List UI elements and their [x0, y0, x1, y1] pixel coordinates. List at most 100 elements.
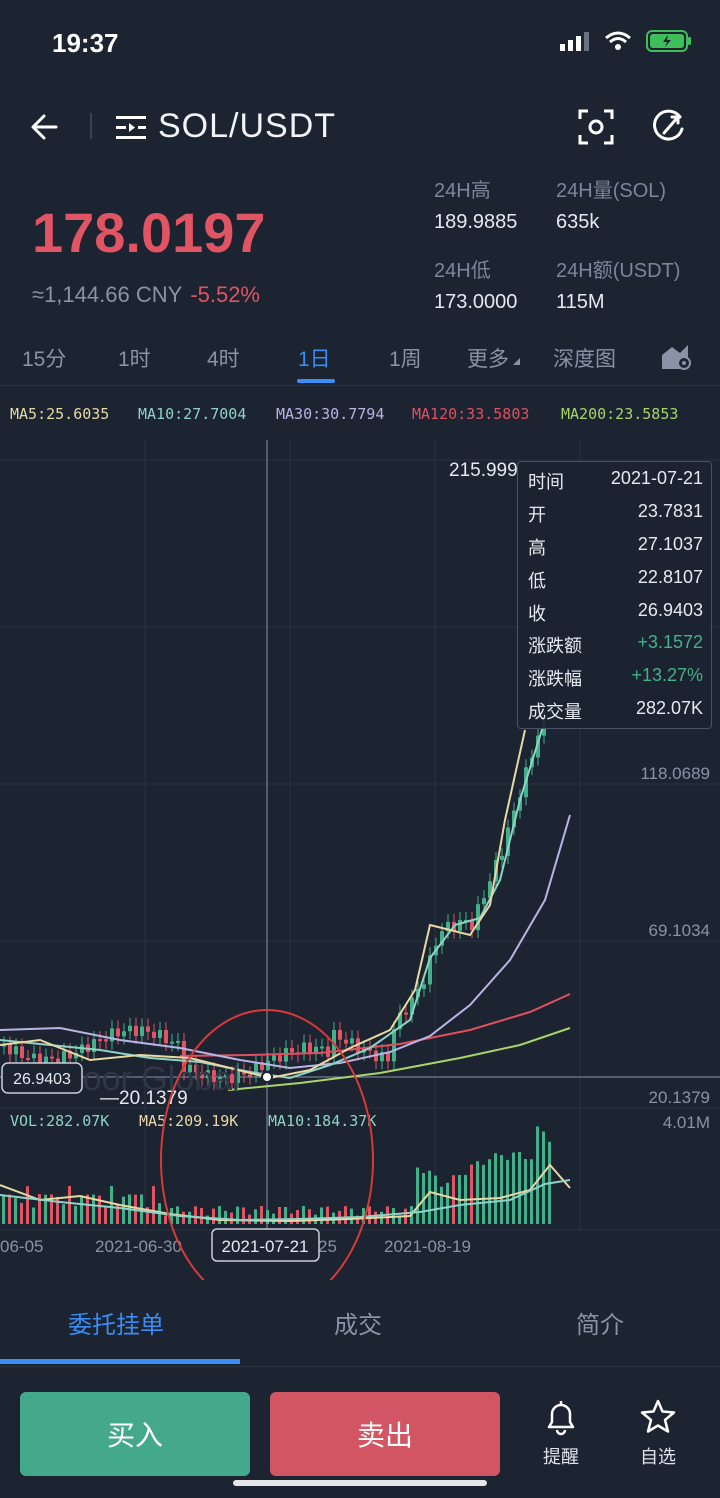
menu-icon[interactable]	[116, 115, 148, 141]
y-label-2: 69.1034	[649, 921, 710, 940]
volume-bar	[284, 1206, 287, 1224]
x-label-4: 2021-08-19	[384, 1237, 471, 1256]
volume-bar	[542, 1131, 545, 1224]
candle	[536, 735, 540, 758]
candle	[458, 920, 462, 931]
action-bar: 买入 卖出 提醒 自选	[0, 1367, 720, 1498]
sell-button[interactable]: 卖出	[270, 1392, 500, 1476]
candle	[470, 919, 474, 931]
candle	[482, 898, 486, 905]
chart-settings-icon[interactable]	[660, 341, 692, 371]
volume-bar	[188, 1211, 191, 1224]
pair-title[interactable]: SOL/USDT	[158, 107, 337, 145]
volume-bar	[56, 1196, 59, 1224]
candle	[152, 1031, 156, 1038]
status-bar: 19:37	[0, 0, 720, 90]
candle	[92, 1039, 96, 1053]
volume-bar	[536, 1126, 539, 1224]
candle	[212, 1070, 216, 1083]
volume-bar	[32, 1207, 35, 1224]
volume-bar	[452, 1175, 455, 1224]
volume-bar	[512, 1152, 515, 1224]
ma30-label: MA30:30.7794	[276, 405, 385, 423]
home-indicator	[233, 1480, 487, 1486]
candle	[140, 1026, 144, 1037]
volume-bar	[350, 1208, 353, 1224]
candle	[248, 1074, 252, 1077]
cny-price: ≈1,144.66 CNY -5.52%	[32, 282, 260, 307]
candle	[44, 1056, 48, 1066]
alert-button[interactable]: 提醒	[531, 1397, 591, 1469]
tab-intro[interactable]: 简介	[576, 1312, 624, 1339]
tab-open-orders[interactable]: 委托挂单	[68, 1312, 164, 1339]
volume-bar	[428, 1170, 431, 1224]
ma200-line	[227, 1027, 571, 1091]
volume-bar	[254, 1209, 257, 1224]
x-label-1: 06-05	[0, 1237, 43, 1256]
favorite-button[interactable]: 自选	[628, 1397, 688, 1469]
candle	[278, 1055, 282, 1062]
candle	[62, 1051, 66, 1064]
battery-icon	[646, 30, 691, 52]
volume-bar	[98, 1195, 101, 1224]
tab-more[interactable]: 更多	[467, 343, 521, 373]
ma10-label: MA10:27.7004	[138, 405, 247, 423]
candle	[14, 1046, 18, 1055]
candle	[368, 1048, 372, 1051]
volume-bar	[110, 1186, 113, 1224]
candle	[380, 1052, 384, 1062]
back-arrow-icon[interactable]	[26, 107, 66, 147]
candle	[308, 1042, 312, 1054]
candle-tooltip: 时间 2021-07-21 开 23.7831 高 27.1037 低 22.8107 …	[517, 461, 712, 729]
volume-bar	[230, 1212, 233, 1224]
tab-4h[interactable]: 4时	[207, 348, 240, 371]
candle	[446, 921, 450, 932]
bell-icon	[547, 1401, 575, 1436]
annotation-circle	[160, 1009, 374, 1280]
share-icon[interactable]	[650, 109, 686, 145]
volume-bar	[194, 1206, 197, 1224]
candle	[320, 1046, 324, 1049]
candle	[398, 1012, 402, 1030]
volume-bar	[50, 1194, 53, 1224]
ma120-line	[179, 993, 571, 1057]
crosshair-point	[261, 1071, 273, 1083]
tab-trades[interactable]: 成交	[334, 1312, 382, 1339]
candle	[98, 1039, 102, 1042]
candle	[68, 1051, 72, 1059]
volume-bar	[470, 1164, 473, 1224]
candle	[20, 1046, 24, 1059]
candle	[344, 1039, 348, 1044]
candle	[116, 1028, 120, 1037]
ma120-label: MA120:33.5803	[412, 405, 530, 423]
volume-bar	[320, 1207, 323, 1224]
volume-bar	[236, 1206, 239, 1224]
tab-depth[interactable]: 深度图	[553, 348, 616, 371]
candle	[2, 1044, 6, 1047]
volume-bar	[476, 1161, 479, 1224]
tab-1w[interactable]: 1周	[389, 348, 422, 371]
tab-1d[interactable]: 1日	[298, 348, 331, 371]
candle	[236, 1070, 240, 1083]
buy-button[interactable]: 买入	[20, 1392, 250, 1476]
volume-bar	[116, 1204, 119, 1224]
volume-bar	[20, 1202, 23, 1224]
candle	[128, 1025, 132, 1032]
volume-bar	[260, 1206, 263, 1224]
screenshot-icon[interactable]	[578, 109, 614, 145]
tab-1h[interactable]: 1时	[118, 348, 151, 371]
interval-tabs: 15分 1时 4时 1日 1周 更多 深度图	[0, 335, 720, 385]
kline-chart[interactable]: Poor Global 215.999 118.0689 69.1034 20.…	[0, 440, 720, 1280]
volume-bar	[86, 1194, 89, 1224]
x-label-2: 2021-06-30	[95, 1237, 182, 1256]
volume-bars	[2, 1126, 551, 1224]
volume-bar	[278, 1206, 281, 1224]
tab-15m[interactable]: 15分	[22, 348, 67, 371]
volume-bar	[530, 1159, 533, 1224]
stat-24h-amount: 24H额(USDT) 115M	[556, 260, 681, 313]
candle	[26, 1058, 30, 1061]
candles-group	[2, 694, 552, 1091]
volume-bar	[344, 1206, 347, 1224]
candle	[146, 1026, 150, 1032]
volume-bar	[26, 1186, 29, 1224]
